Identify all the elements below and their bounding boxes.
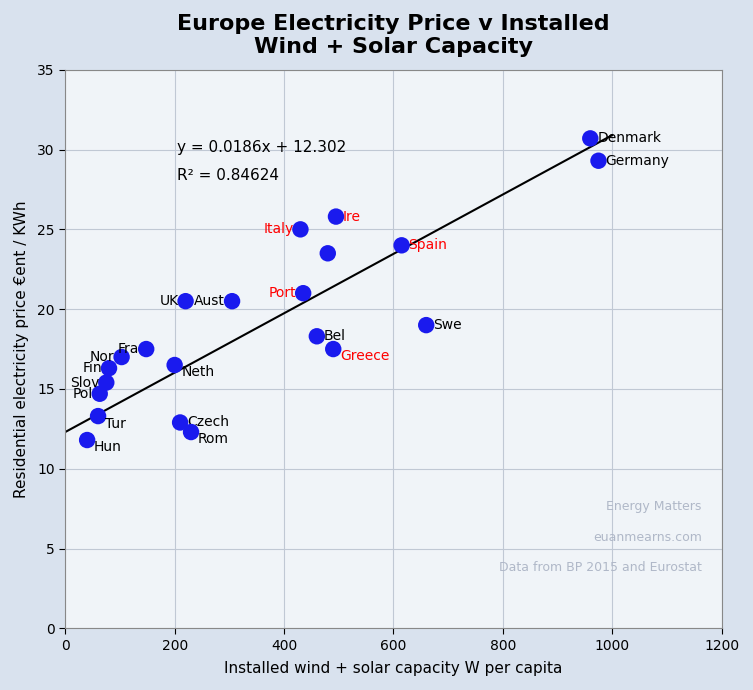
- Point: [115, 351, 127, 362]
- Point: [169, 359, 181, 371]
- Point: [185, 426, 197, 437]
- Text: UK: UK: [160, 294, 178, 308]
- X-axis label: Installed wind + solar capacity W per capita: Installed wind + solar capacity W per ca…: [224, 661, 562, 676]
- Title: Europe Electricity Price v Installed
Wind + Solar Capacity: Europe Electricity Price v Installed Win…: [177, 14, 610, 57]
- Point: [330, 211, 342, 222]
- Point: [322, 248, 334, 259]
- Point: [179, 295, 191, 306]
- Text: Slov: Slov: [70, 375, 99, 390]
- Text: Hun: Hun: [94, 440, 122, 455]
- Text: Spain: Spain: [409, 238, 447, 253]
- Point: [226, 295, 238, 306]
- Point: [103, 363, 115, 374]
- Text: Tur: Tur: [105, 417, 126, 431]
- Text: Swe: Swe: [433, 318, 462, 332]
- Point: [420, 319, 432, 331]
- Point: [311, 331, 323, 342]
- Text: Rom: Rom: [198, 433, 229, 446]
- Text: Fra: Fra: [118, 342, 139, 356]
- Point: [395, 240, 407, 251]
- Text: Nor: Nor: [90, 350, 114, 364]
- Point: [593, 155, 605, 166]
- Text: Bel: Bel: [324, 329, 346, 344]
- Text: Data from BP 2015 and Eurostat: Data from BP 2015 and Eurostat: [499, 562, 702, 574]
- Point: [174, 417, 186, 428]
- Text: Fin: Fin: [82, 361, 102, 375]
- Text: Neth: Neth: [181, 366, 215, 380]
- Text: Ire: Ire: [343, 210, 361, 224]
- Text: euanmearns.com: euanmearns.com: [593, 531, 702, 544]
- Point: [328, 344, 340, 355]
- Text: Aust: Aust: [194, 294, 225, 308]
- Point: [140, 344, 152, 355]
- Text: y = 0.0186x + 12.302: y = 0.0186x + 12.302: [177, 139, 346, 155]
- Text: Denmark: Denmark: [597, 131, 661, 146]
- Point: [584, 133, 596, 144]
- Text: Greece: Greece: [340, 349, 389, 364]
- Text: Pol: Pol: [72, 387, 93, 401]
- Point: [294, 224, 306, 235]
- Point: [100, 377, 112, 388]
- Point: [297, 288, 309, 299]
- Point: [92, 411, 104, 422]
- Text: Italy: Italy: [264, 222, 294, 237]
- Y-axis label: Residential electricity price €ent / KWh: Residential electricity price €ent / KWh: [14, 200, 29, 497]
- Text: Czech: Czech: [187, 415, 229, 429]
- Text: R² = 0.84624: R² = 0.84624: [177, 168, 279, 183]
- Point: [93, 388, 105, 400]
- Text: Germany: Germany: [605, 154, 669, 168]
- Point: [81, 435, 93, 446]
- Text: Port: Port: [269, 286, 296, 300]
- Text: Energy Matters: Energy Matters: [606, 500, 702, 513]
